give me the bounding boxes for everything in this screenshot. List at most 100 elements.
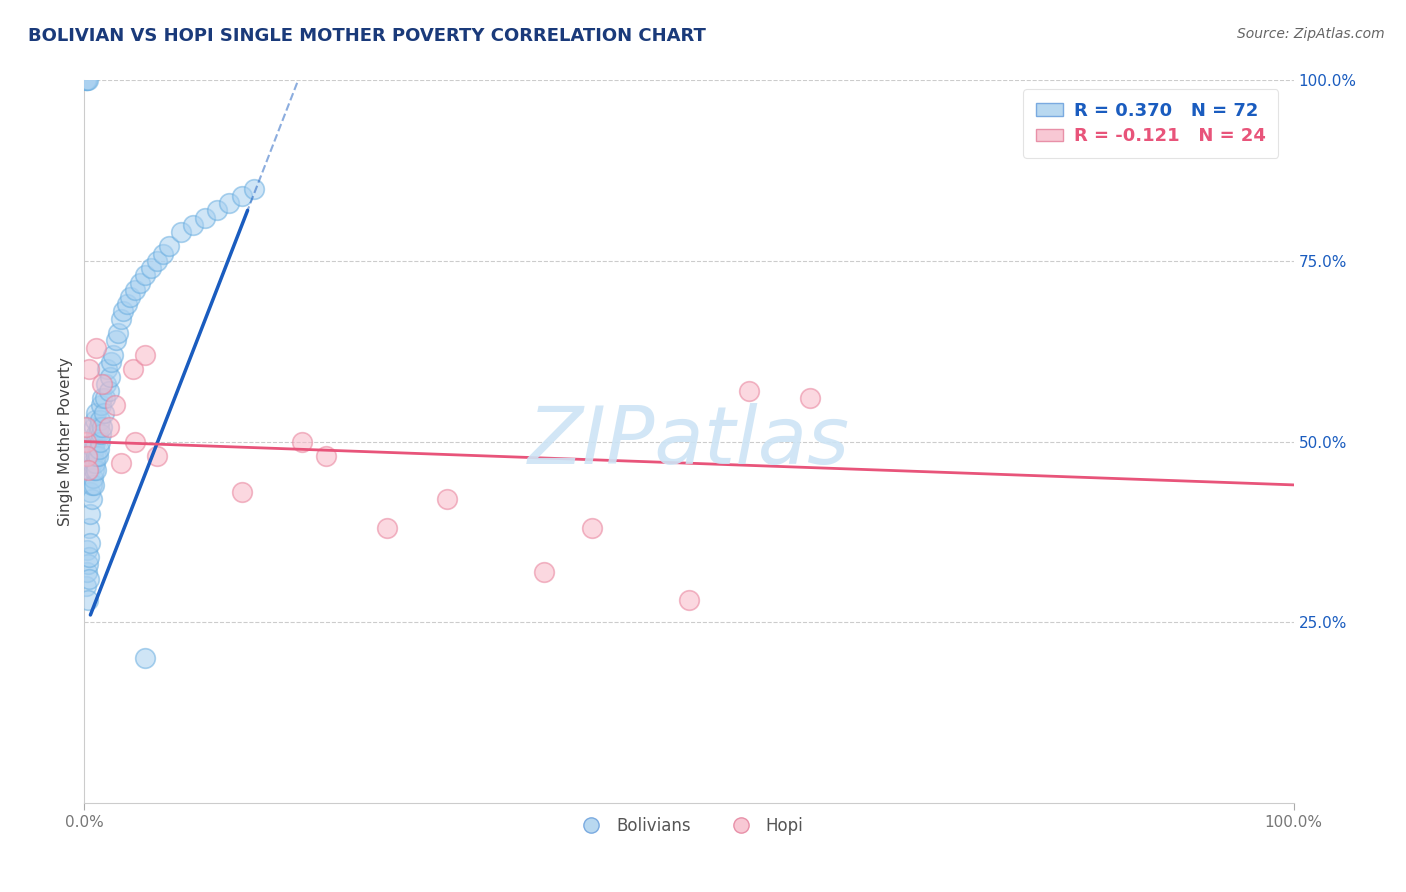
- Point: [79, 535, 101, 549]
- Point: [86, 449, 108, 463]
- Point: [83, 478, 105, 492]
- Point: [291, 434, 314, 449]
- Point: [75, 579, 97, 593]
- Point: [79, 507, 101, 521]
- Point: [77, 572, 100, 586]
- Point: [75, 73, 97, 87]
- Point: [242, 182, 264, 196]
- Point: [134, 348, 156, 362]
- Point: [89, 434, 111, 449]
- Point: [75, 73, 97, 87]
- Point: [82, 449, 104, 463]
- Point: [112, 304, 135, 318]
- Point: [75, 434, 97, 449]
- Point: [84, 456, 107, 470]
- Point: [86, 406, 108, 420]
- Point: [79, 463, 101, 477]
- Point: [170, 225, 193, 239]
- Point: [86, 449, 108, 463]
- Point: [89, 413, 111, 427]
- Point: [124, 434, 146, 449]
- Point: [91, 376, 114, 391]
- Point: [738, 384, 761, 398]
- Point: [678, 593, 700, 607]
- Point: [76, 449, 98, 463]
- Point: [231, 189, 253, 203]
- Point: [82, 434, 104, 449]
- Point: [77, 593, 100, 607]
- Point: [87, 442, 110, 456]
- Point: [84, 413, 107, 427]
- Point: [134, 651, 156, 665]
- Point: [86, 463, 108, 477]
- Point: [77, 521, 100, 535]
- Point: [94, 391, 117, 405]
- Point: [139, 261, 162, 276]
- Point: [96, 362, 118, 376]
- Point: [120, 290, 142, 304]
- Point: [90, 398, 112, 412]
- Text: Source: ZipAtlas.com: Source: ZipAtlas.com: [1237, 27, 1385, 41]
- Point: [83, 442, 105, 456]
- Point: [91, 420, 114, 434]
- Point: [231, 485, 253, 500]
- Point: [77, 558, 100, 572]
- Point: [375, 521, 398, 535]
- Point: [90, 427, 112, 442]
- Point: [181, 218, 204, 232]
- Point: [104, 334, 127, 348]
- Point: [76, 73, 98, 87]
- Point: [98, 369, 121, 384]
- Legend: Bolivians, Hopi: Bolivians, Hopi: [568, 810, 810, 841]
- Point: [83, 420, 105, 434]
- Point: [107, 326, 129, 340]
- Point: [315, 449, 337, 463]
- Point: [93, 406, 115, 420]
- Point: [121, 362, 143, 376]
- Point: [581, 521, 603, 535]
- Point: [218, 196, 240, 211]
- Point: [87, 420, 110, 434]
- Point: [207, 203, 229, 218]
- Point: [76, 565, 98, 579]
- Point: [86, 427, 108, 442]
- Point: [115, 297, 138, 311]
- Point: [79, 485, 101, 500]
- Point: [76, 542, 98, 557]
- Point: [91, 391, 114, 405]
- Point: [86, 341, 108, 355]
- Point: [94, 376, 117, 391]
- Point: [103, 348, 125, 362]
- Point: [75, 420, 97, 434]
- Point: [80, 478, 103, 492]
- Point: [799, 391, 821, 405]
- Point: [97, 384, 120, 398]
- Point: [194, 211, 217, 225]
- Point: [146, 449, 169, 463]
- Point: [80, 492, 103, 507]
- Y-axis label: Single Mother Poverty: Single Mother Poverty: [58, 357, 73, 526]
- Point: [80, 456, 103, 470]
- Point: [82, 470, 104, 484]
- Point: [110, 456, 132, 470]
- Point: [77, 362, 100, 376]
- Text: BOLIVIAN VS HOPI SINGLE MOTHER POVERTY CORRELATION CHART: BOLIVIAN VS HOPI SINGLE MOTHER POVERTY C…: [28, 27, 706, 45]
- Point: [152, 246, 174, 260]
- Point: [134, 268, 156, 283]
- Point: [77, 550, 100, 565]
- Point: [86, 427, 108, 442]
- Point: [84, 434, 107, 449]
- Point: [110, 311, 132, 326]
- Point: [146, 253, 169, 268]
- Point: [124, 283, 146, 297]
- Point: [83, 463, 105, 477]
- Point: [104, 398, 127, 412]
- Point: [77, 73, 100, 87]
- Point: [129, 276, 152, 290]
- Point: [77, 463, 100, 477]
- Point: [533, 565, 555, 579]
- Point: [97, 420, 120, 434]
- Point: [157, 239, 180, 253]
- Point: [436, 492, 458, 507]
- Point: [100, 355, 122, 369]
